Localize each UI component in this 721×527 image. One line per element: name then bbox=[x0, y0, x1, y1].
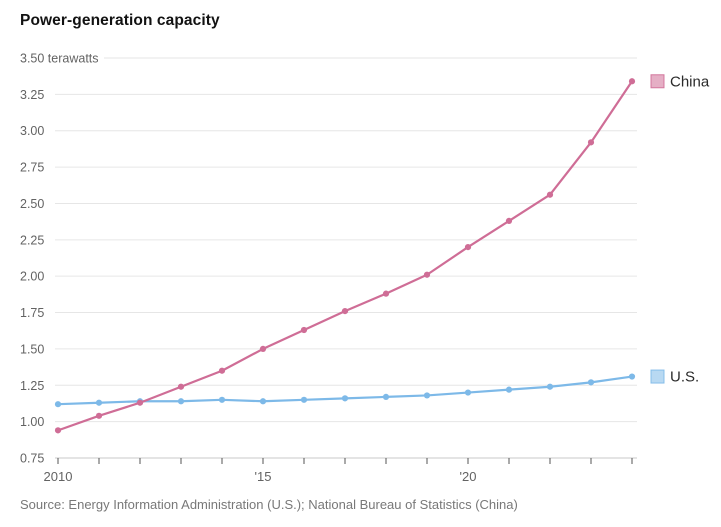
legend-us-label: U.S. bbox=[670, 369, 699, 386]
chart-title: Power-generation capacity bbox=[20, 12, 220, 29]
us-point bbox=[218, 396, 226, 403]
x-axis-label: 2010 bbox=[44, 469, 73, 484]
us-point bbox=[259, 398, 267, 405]
us-point bbox=[177, 398, 185, 405]
y-axis-label: 2.25 bbox=[20, 233, 44, 247]
us-point bbox=[546, 383, 554, 390]
us-point bbox=[628, 373, 636, 380]
x-axis-label: '20 bbox=[460, 469, 477, 484]
y-axis-label: 1.50 bbox=[20, 342, 44, 356]
x-axis-label: '15 bbox=[255, 469, 272, 484]
china-point bbox=[587, 139, 595, 146]
china-point bbox=[341, 307, 349, 315]
y-axis-label: 2.50 bbox=[20, 197, 44, 211]
china-point bbox=[54, 427, 62, 434]
us-point bbox=[341, 395, 349, 402]
us-point bbox=[464, 389, 472, 396]
source-note: Source: Energy Information Administratio… bbox=[20, 497, 518, 512]
china-point bbox=[464, 243, 472, 251]
china-point bbox=[136, 399, 144, 406]
y-axis-label: 3.50 terawatts bbox=[20, 52, 99, 66]
china-point bbox=[259, 345, 267, 353]
china-line bbox=[56, 80, 634, 432]
us-point bbox=[95, 399, 103, 406]
legend-china-swatch bbox=[650, 74, 665, 89]
y-axis-label: 1.75 bbox=[20, 306, 44, 320]
y-axis-label: 2.00 bbox=[20, 270, 44, 284]
y-axis-label: 3.00 bbox=[20, 124, 44, 138]
china-point bbox=[546, 191, 554, 198]
china-point bbox=[218, 367, 226, 374]
china-point bbox=[628, 78, 636, 85]
us-point bbox=[423, 392, 431, 399]
y-axis-label: 1.00 bbox=[20, 415, 44, 429]
y-axis-label: 1.25 bbox=[20, 379, 44, 393]
legend-us-swatch bbox=[650, 369, 665, 384]
china-point bbox=[300, 326, 308, 334]
us-point bbox=[382, 393, 390, 401]
y-axis-label: 0.75 bbox=[20, 452, 44, 466]
china-point bbox=[505, 217, 513, 225]
china-point bbox=[423, 271, 431, 278]
china-point bbox=[95, 412, 103, 419]
y-axis-label: 3.25 bbox=[20, 88, 44, 102]
china-point bbox=[382, 290, 390, 297]
us-point bbox=[505, 386, 513, 393]
us-point bbox=[300, 396, 308, 403]
y-axis-label: 2.75 bbox=[20, 161, 44, 175]
us-point bbox=[54, 401, 62, 408]
us-point bbox=[587, 379, 595, 386]
legend-china-label: China bbox=[670, 73, 710, 90]
china-point bbox=[177, 383, 185, 390]
